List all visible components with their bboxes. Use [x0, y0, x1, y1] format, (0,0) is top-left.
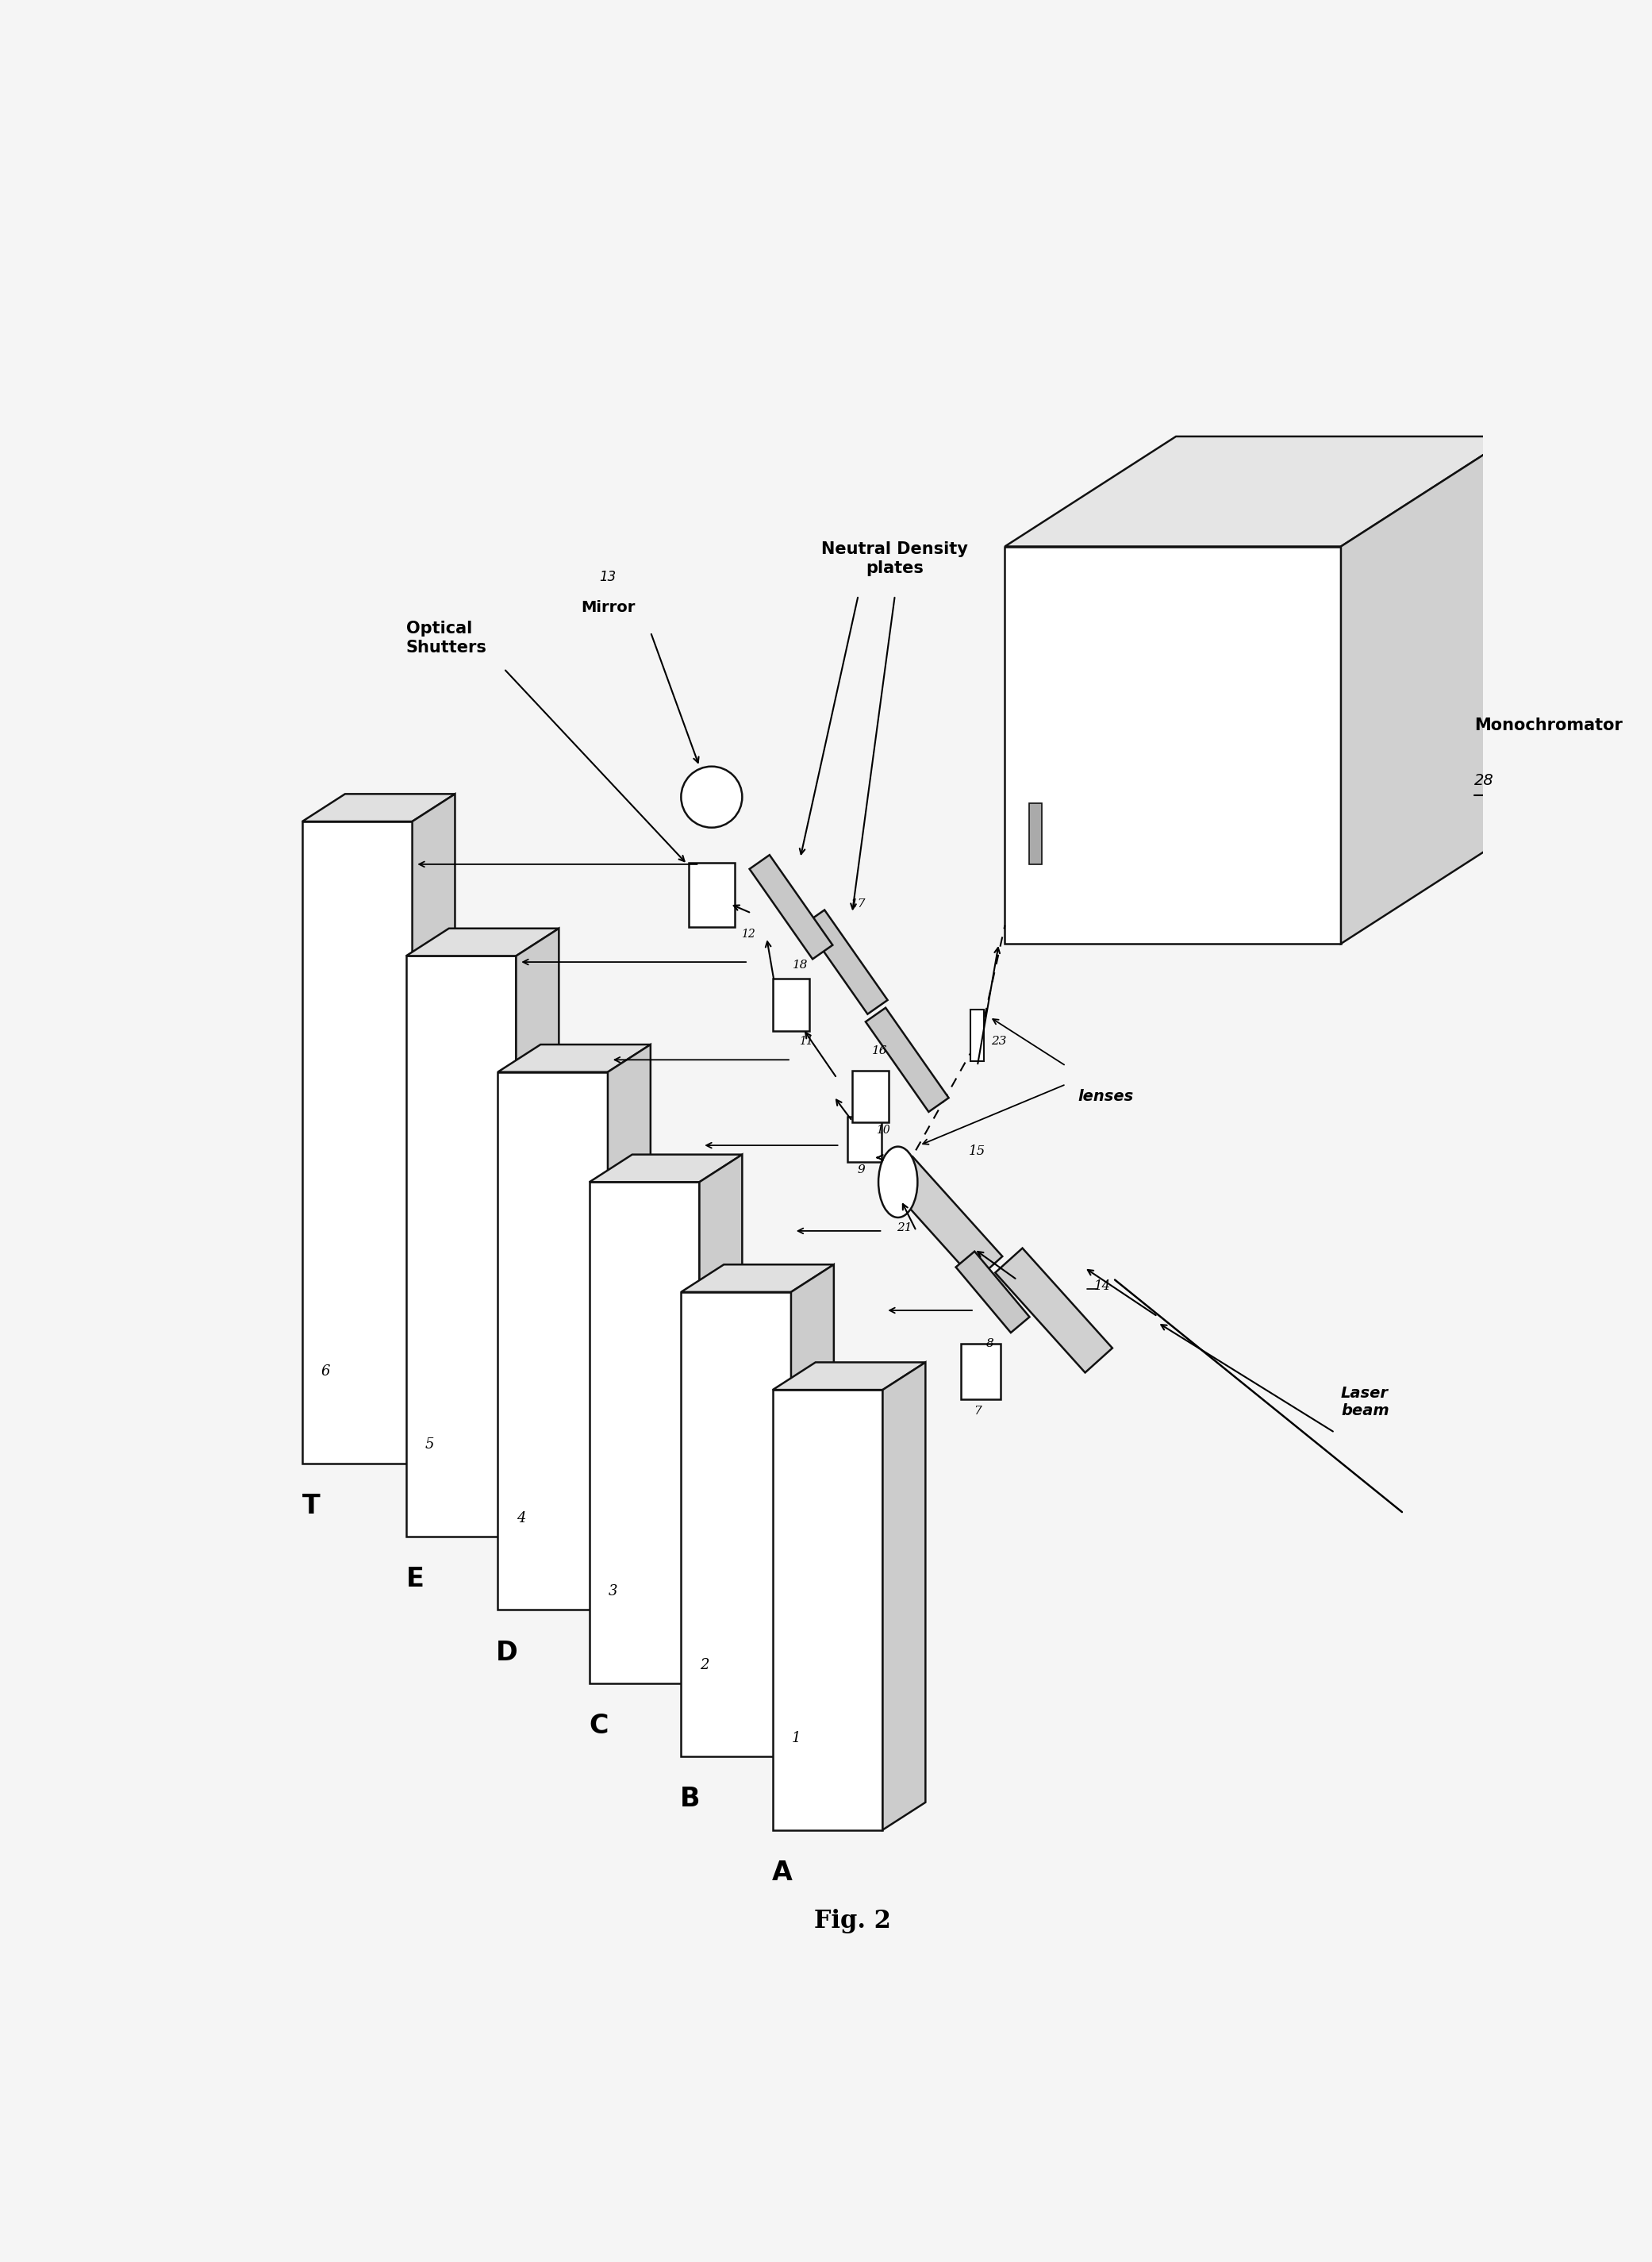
Polygon shape: [866, 1009, 948, 1113]
Text: C: C: [588, 1712, 608, 1739]
Polygon shape: [302, 821, 413, 1464]
Polygon shape: [406, 927, 558, 957]
Text: A: A: [771, 1859, 793, 1887]
Polygon shape: [1341, 437, 1512, 943]
Ellipse shape: [681, 767, 742, 828]
Polygon shape: [971, 1009, 985, 1061]
Polygon shape: [590, 1154, 742, 1183]
Text: 10: 10: [876, 1124, 890, 1136]
Polygon shape: [957, 1251, 1029, 1332]
Text: 13: 13: [600, 570, 616, 584]
Text: 1: 1: [791, 1730, 801, 1746]
Text: T: T: [302, 1493, 320, 1520]
Text: Mirror: Mirror: [580, 599, 634, 615]
Text: 6: 6: [320, 1364, 330, 1378]
Text: 23: 23: [991, 1036, 1006, 1047]
Polygon shape: [852, 1070, 889, 1122]
Polygon shape: [497, 1045, 651, 1072]
Text: 3: 3: [608, 1583, 618, 1599]
Polygon shape: [750, 855, 833, 959]
Text: 4: 4: [517, 1511, 525, 1525]
Polygon shape: [689, 862, 735, 927]
Text: Fig. 2: Fig. 2: [814, 1909, 890, 1934]
Polygon shape: [1004, 437, 1512, 547]
Text: 9: 9: [857, 1165, 866, 1176]
Text: 11: 11: [800, 1036, 813, 1047]
Polygon shape: [791, 1264, 834, 1758]
Polygon shape: [699, 1154, 742, 1683]
Polygon shape: [681, 1264, 834, 1292]
Polygon shape: [885, 1156, 1003, 1280]
Polygon shape: [590, 1183, 699, 1683]
Polygon shape: [681, 1292, 791, 1758]
Polygon shape: [773, 979, 809, 1031]
Polygon shape: [882, 1362, 925, 1830]
Text: 7: 7: [973, 1405, 981, 1416]
Text: B: B: [681, 1787, 700, 1812]
Text: lenses: lenses: [1079, 1088, 1133, 1104]
Text: 2: 2: [700, 1658, 709, 1672]
Ellipse shape: [879, 1147, 917, 1217]
Polygon shape: [773, 1389, 882, 1830]
Text: Laser
beam: Laser beam: [1341, 1387, 1389, 1418]
Polygon shape: [1004, 547, 1341, 943]
Polygon shape: [960, 1344, 1001, 1398]
Text: Optical
Shutters: Optical Shutters: [406, 622, 487, 656]
Text: 21: 21: [897, 1221, 912, 1233]
Polygon shape: [773, 1362, 925, 1389]
Text: 15: 15: [970, 1145, 986, 1158]
Polygon shape: [1029, 803, 1041, 864]
Text: 5: 5: [425, 1439, 434, 1452]
Text: Monochromator: Monochromator: [1474, 717, 1622, 733]
Polygon shape: [515, 927, 558, 1536]
Text: 18: 18: [793, 959, 808, 970]
Polygon shape: [497, 1072, 608, 1611]
Polygon shape: [995, 1249, 1112, 1373]
Polygon shape: [608, 1045, 651, 1611]
Text: 12: 12: [742, 930, 755, 941]
Polygon shape: [805, 909, 887, 1013]
Text: E: E: [406, 1565, 425, 1592]
Polygon shape: [413, 794, 454, 1464]
Text: 8: 8: [986, 1339, 993, 1350]
Text: Neutral Density
plates: Neutral Density plates: [821, 541, 968, 577]
Polygon shape: [302, 794, 454, 821]
Polygon shape: [847, 1117, 881, 1163]
Polygon shape: [406, 957, 515, 1536]
Text: 16: 16: [872, 1045, 887, 1056]
Text: D: D: [496, 1640, 519, 1665]
Text: 28: 28: [1474, 774, 1493, 787]
Text: 17: 17: [851, 898, 866, 909]
Text: 14: 14: [1094, 1280, 1112, 1292]
